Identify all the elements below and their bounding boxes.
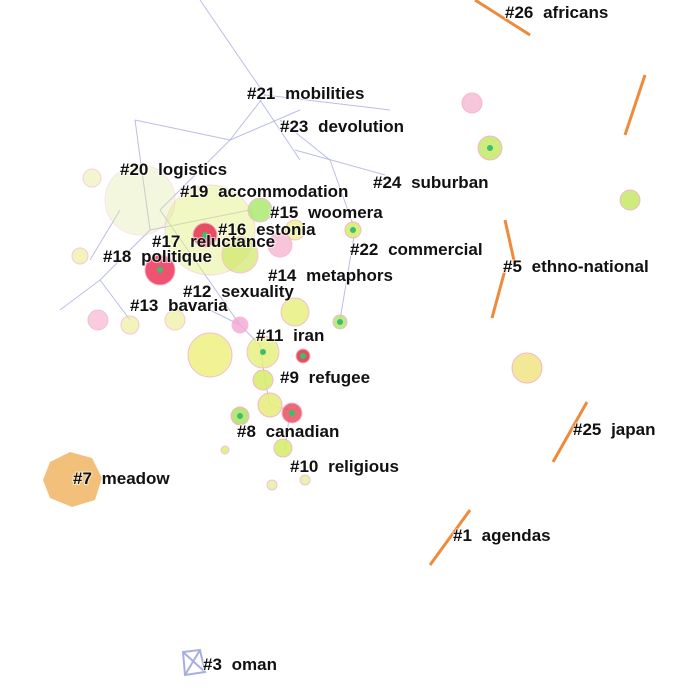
isolated-link: [551, 401, 589, 463]
edge: [264, 94, 391, 111]
oman-cluster: [181, 648, 207, 677]
cluster-label: #20 logistics: [120, 160, 227, 179]
edge: [259, 99, 301, 161]
meadow-node: [43, 452, 102, 507]
node: [284, 219, 306, 241]
node: [87, 309, 109, 331]
node: [266, 479, 278, 491]
edge: [279, 119, 331, 161]
node: [267, 232, 293, 258]
cluster-label: #11 iran: [256, 326, 324, 345]
cluster-label: #26 africans: [505, 3, 608, 22]
cluster-label: #12 sexuality: [183, 282, 294, 301]
node: [252, 369, 274, 391]
cluster-label: #22 commercial: [350, 240, 483, 259]
edge: [339, 229, 356, 321]
cluster-label: #9 refugee: [280, 368, 370, 387]
edge: [134, 119, 151, 231]
node: [231, 316, 249, 334]
edge: [229, 109, 301, 141]
node: [120, 315, 140, 335]
node: [299, 474, 311, 486]
cluster-label: #3 oman: [203, 655, 277, 674]
node: [220, 445, 230, 455]
node: [82, 168, 102, 188]
edge: [99, 229, 151, 281]
node-core: [237, 413, 243, 419]
isolated-link: [623, 74, 647, 136]
node: [71, 247, 89, 265]
node-core: [300, 353, 306, 359]
node: [511, 352, 543, 384]
node: [273, 438, 293, 458]
node-core: [350, 227, 356, 233]
cluster-label: #16 estonia: [218, 220, 316, 239]
edge: [89, 209, 121, 261]
node-core: [289, 410, 295, 416]
node: [461, 92, 483, 114]
edge: [59, 279, 101, 311]
cluster-label: #25 japan: [573, 420, 656, 439]
node-core: [157, 267, 163, 273]
node-core: [487, 145, 493, 151]
node: [221, 236, 259, 274]
isolated-link: [428, 509, 472, 566]
edge: [159, 139, 231, 211]
node-core: [202, 232, 208, 238]
cluster-label: #1 agendas: [453, 526, 551, 545]
node: [104, 164, 176, 236]
isolated-link: [490, 269, 507, 319]
cluster-label: #5 ethno-national: [503, 257, 649, 276]
cluster-label: #13 bavaria: [130, 296, 228, 315]
cluster-label: #8 canadian: [237, 422, 339, 441]
edge: [229, 94, 266, 141]
labels: #26 africans #21 mobilities #23 devolution…: [72, 2, 657, 675]
edge: [99, 279, 131, 321]
node: [187, 332, 233, 378]
cluster-label: #24 suburban: [373, 173, 489, 192]
nodes: [43, 92, 641, 507]
isolated-link: [503, 219, 517, 266]
cluster-label: #7 meadow: [73, 469, 170, 488]
node-core: [260, 349, 266, 355]
edge: [294, 149, 386, 176]
node: [164, 309, 186, 331]
cluster-label: #21 mobilities: [247, 84, 364, 103]
cluster-label: #18 politique: [103, 247, 212, 266]
node: [257, 392, 283, 418]
cluster-label: #19 accommodation: [180, 182, 348, 201]
edge: [329, 159, 356, 231]
cluster-label: #15 woomera: [270, 203, 383, 222]
isolated-link: [474, 0, 531, 37]
edge: [134, 119, 231, 141]
cluster-label: #17 reluctance: [152, 232, 275, 251]
edge: [199, 0, 266, 96]
node: [280, 297, 310, 327]
node: [247, 197, 273, 223]
node-core: [337, 319, 343, 325]
cluster-label: #10 religious: [290, 457, 399, 476]
cluster-label: #23 devolution: [280, 117, 404, 136]
node: [619, 189, 641, 211]
cluster-label: #14 metaphors: [268, 266, 393, 285]
